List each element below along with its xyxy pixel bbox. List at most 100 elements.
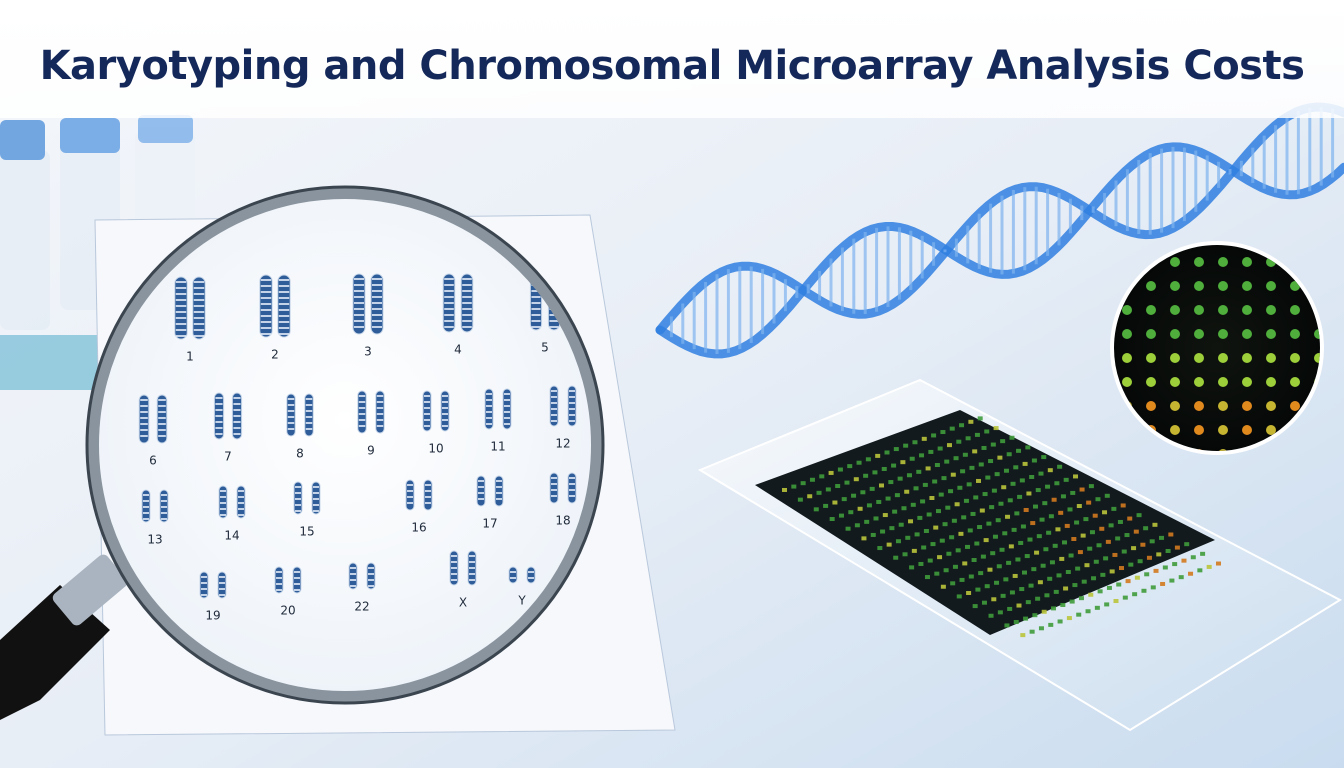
array-spot <box>1006 452 1012 457</box>
array-spot <box>832 500 838 505</box>
array-spot <box>1076 504 1082 509</box>
band <box>531 314 541 316</box>
array-spot <box>876 499 882 504</box>
array-spot <box>923 528 929 533</box>
array-spot <box>1290 353 1300 363</box>
array-spot <box>989 505 995 510</box>
title-band <box>0 0 1344 118</box>
array-spot <box>1088 592 1094 597</box>
array-spot <box>908 519 914 524</box>
band <box>175 281 187 283</box>
band <box>260 309 272 311</box>
band <box>215 403 223 405</box>
array-spot <box>1019 587 1025 592</box>
array-spot <box>1016 603 1022 608</box>
array-spot <box>828 470 834 475</box>
array-spot <box>1013 465 1019 470</box>
band <box>358 425 366 427</box>
array-spot <box>972 449 978 454</box>
band <box>158 429 166 431</box>
band <box>486 411 492 413</box>
band <box>233 409 241 411</box>
array-spot <box>1218 305 1228 315</box>
array-spot <box>1046 530 1052 535</box>
band <box>372 320 382 322</box>
array-spot <box>1063 586 1069 591</box>
array-spot <box>1100 572 1106 577</box>
array-spot <box>939 538 945 543</box>
array-spot <box>1079 487 1085 492</box>
band <box>425 502 431 504</box>
array-spot <box>1005 514 1011 519</box>
band <box>143 494 149 496</box>
array-spot <box>962 561 968 566</box>
band <box>442 425 448 427</box>
array-spot <box>1109 569 1115 574</box>
band <box>368 579 374 581</box>
band <box>551 495 557 497</box>
band <box>158 411 166 413</box>
array-spot <box>1290 377 1300 387</box>
array-spot <box>937 555 943 560</box>
array-spot <box>905 535 911 540</box>
array-spot <box>1146 555 1152 560</box>
array-spot <box>1024 554 1030 559</box>
array-spot <box>940 430 946 435</box>
array-spot <box>965 544 971 549</box>
band <box>569 420 575 422</box>
band <box>551 477 557 479</box>
band <box>193 299 205 301</box>
array-spot <box>889 526 895 531</box>
band <box>462 326 472 328</box>
array-spot <box>897 476 903 481</box>
band <box>305 404 313 406</box>
array-spot <box>943 568 949 573</box>
array-spot <box>1073 474 1079 479</box>
array-spot <box>1088 484 1094 489</box>
band <box>462 290 472 292</box>
array-spot <box>1067 507 1073 512</box>
array-spot <box>919 453 925 458</box>
array-spot <box>994 580 1000 585</box>
band <box>294 577 300 579</box>
array-spot <box>1115 536 1121 541</box>
array-spot <box>1062 540 1068 545</box>
array-spot <box>1055 527 1061 532</box>
array-spot <box>1104 493 1110 498</box>
band <box>462 302 472 304</box>
band <box>260 291 272 293</box>
chromosome <box>348 562 358 590</box>
band <box>407 502 413 504</box>
band <box>175 317 187 319</box>
array-spot <box>1078 596 1084 601</box>
array-spot <box>938 492 944 497</box>
array-spot <box>863 473 869 478</box>
band <box>193 335 205 337</box>
array-spot <box>1194 353 1204 363</box>
band <box>161 512 167 514</box>
band <box>175 323 187 325</box>
array-spot <box>1178 575 1184 580</box>
array-spot <box>978 462 984 467</box>
band <box>295 510 301 512</box>
array-spot <box>1003 468 1009 473</box>
band <box>569 483 575 485</box>
array-spot <box>1012 573 1018 578</box>
array-spot <box>1009 435 1015 440</box>
band <box>486 417 492 419</box>
array-spot <box>1000 593 1006 598</box>
array-spot <box>1037 580 1043 585</box>
array-spot <box>977 416 983 421</box>
array-spot <box>1048 622 1054 627</box>
band <box>376 401 384 403</box>
array-spot <box>1170 353 1180 363</box>
array-spot <box>1077 550 1083 555</box>
array-spot <box>866 503 872 508</box>
band <box>295 504 301 506</box>
band <box>233 415 241 417</box>
array-spot <box>930 542 936 547</box>
array-spot <box>916 469 922 474</box>
band <box>220 502 226 504</box>
band <box>219 576 225 578</box>
array-spot <box>1047 468 1053 473</box>
